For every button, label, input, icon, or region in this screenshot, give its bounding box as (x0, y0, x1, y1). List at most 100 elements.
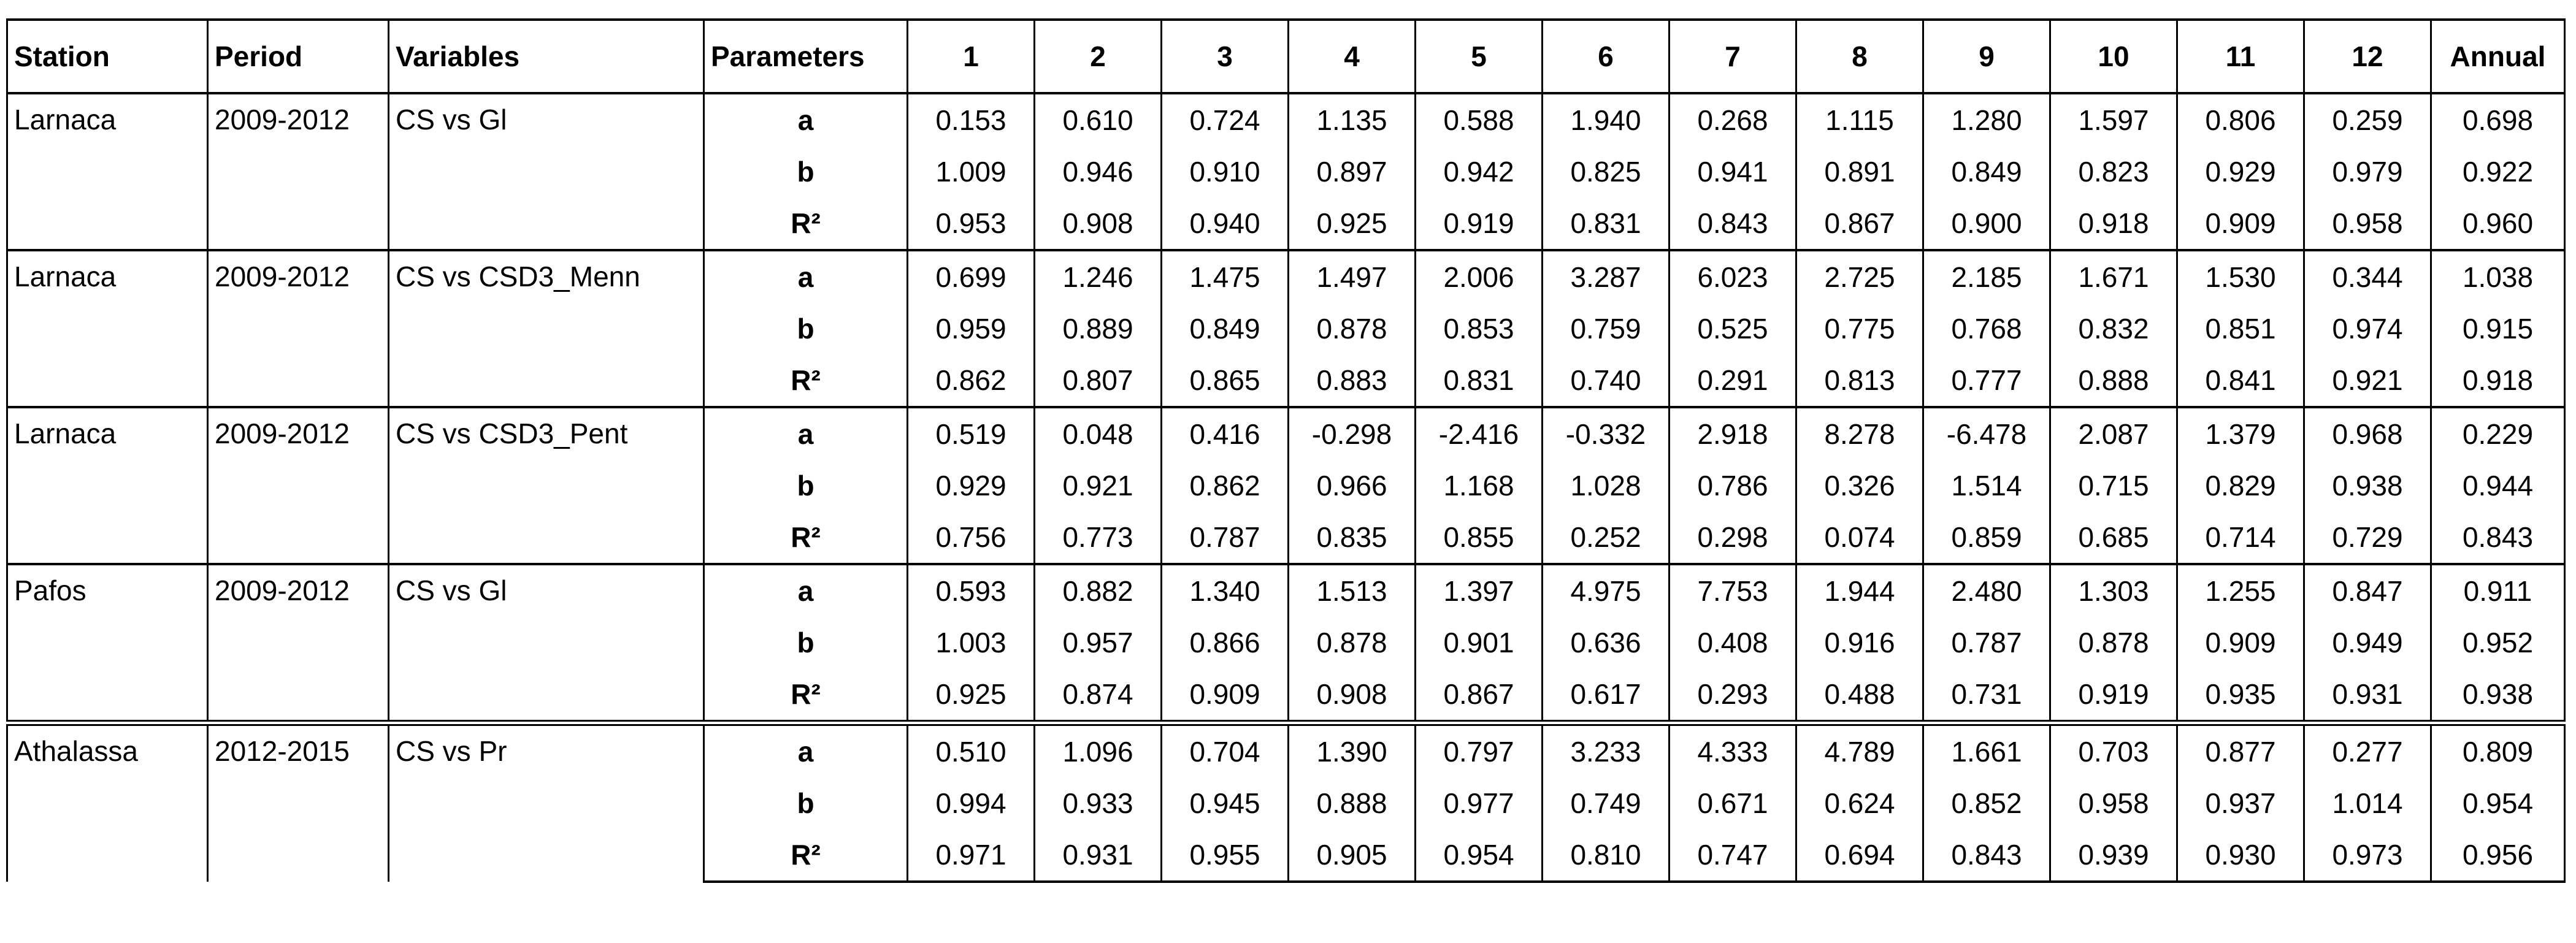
value-cell: 0.889 (1033, 303, 1162, 354)
value-cell: 0.939 (2049, 829, 2178, 883)
header-cell: 3 (1160, 18, 1289, 94)
data-row: b 0.929 0.921 0.862 0.966 1.168 1.028 0.786 0.32… (7, 460, 2566, 511)
value-cell: 1.397 (1414, 563, 1543, 617)
value-cell: 0.829 (2176, 460, 2305, 511)
value-cell: 0.918 (2430, 354, 2566, 408)
header-cell: 8 (1795, 18, 1924, 94)
value-cell: 7.753 (1668, 563, 1797, 617)
value-cell: 0.941 (1668, 146, 1797, 197)
value-cell: 0.229 (2430, 406, 2566, 460)
period-cell: 2009-2012 (207, 406, 389, 564)
value-cell: 0.960 (2430, 197, 2566, 251)
table-body: Larnaca 2009-2012 CS vs Gl a 0.153 0.610 0.724… (6, 92, 2566, 883)
value-cell: 0.624 (1795, 777, 1924, 829)
value-cell: 0.925 (1287, 197, 1416, 251)
data-row: Pafos 2009-2012 CS vs Gl a 0.593 0.882 1.340 1.… (6, 563, 2566, 723)
variables-cell: CS vs Gl (388, 92, 705, 250)
value-cell: 0.704 (1160, 720, 1289, 777)
value-cell: 0.252 (1541, 511, 1670, 565)
value-cell: 1.497 (1287, 249, 1416, 303)
value-cell: 3.287 (1541, 249, 1670, 303)
results-table: Station Period Variables Parameters 1 2 3 4 5 6 7 8… (6, 18, 2566, 883)
value-cell: 0.916 (1795, 617, 1924, 668)
station-cell: Pafos (6, 563, 209, 723)
value-cell: 0.843 (1668, 197, 1797, 251)
value-cell: 0.293 (1668, 668, 1797, 724)
value-cell: 0.930 (2176, 829, 2305, 883)
value-cell: 0.831 (1541, 197, 1670, 251)
value-cell: 0.787 (1160, 511, 1289, 565)
period-cell: 2009-2012 (207, 249, 389, 407)
value-cell: 0.974 (2303, 303, 2432, 354)
value-cell: 1.475 (1160, 249, 1289, 303)
header-cell: 11 (2176, 18, 2305, 94)
header-row: Station Period Variables Parameters 1 2 3 4 5 6 7 8… (6, 18, 2566, 94)
value-cell: 0.933 (1033, 777, 1162, 829)
value-cell: 1.513 (1287, 563, 1416, 617)
value-cell: 0.931 (1033, 829, 1162, 883)
value-cell: 0.922 (2430, 146, 2566, 197)
value-cell: 0.949 (2303, 617, 2432, 668)
value-cell: 0.910 (1160, 146, 1289, 197)
value-cell: 0.259 (2303, 92, 2432, 146)
value-cell: 0.849 (1160, 303, 1289, 354)
data-row: R² 0.953 0.908 0.940 0.925 0.919 0.831 0.843 0.8… (7, 197, 2566, 251)
value-cell: 0.756 (907, 511, 1035, 565)
value-cell: 0.929 (2176, 146, 2305, 197)
value-cell: 4.789 (1795, 720, 1924, 777)
value-cell: 0.897 (1287, 146, 1416, 197)
parameter-cell: b (703, 146, 908, 197)
value-cell: 0.849 (1922, 146, 2051, 197)
data-row: b 1.003 0.957 0.866 0.878 0.901 0.636 0.408 0.91… (7, 617, 2566, 668)
value-cell: 0.759 (1541, 303, 1670, 354)
period-cell: 2009-2012 (207, 563, 389, 723)
value-cell: 0.859 (1922, 511, 2051, 565)
value-cell: 2.006 (1414, 249, 1543, 303)
variables-cell: CS vs CSD3_Menn (388, 249, 705, 407)
header-cell: Parameters (703, 18, 908, 94)
data-row: R² 0.756 0.773 0.787 0.835 0.855 0.252 0.298 0.0… (7, 511, 2566, 565)
value-cell: 2.087 (2049, 406, 2178, 460)
value-cell: -0.298 (1287, 406, 1416, 460)
parameter-cell: R² (703, 354, 908, 408)
value-cell: 1.280 (1922, 92, 2051, 146)
value-cell: 0.671 (1668, 777, 1797, 829)
value-cell: 0.937 (2176, 777, 2305, 829)
value-cell: 0.841 (2176, 354, 2305, 408)
value-cell: 0.957 (1033, 617, 1162, 668)
value-cell: 0.519 (907, 406, 1035, 460)
value-cell: 0.810 (1541, 829, 1670, 883)
value-cell: 0.888 (1287, 777, 1416, 829)
value-cell: 0.777 (1922, 354, 2051, 408)
value-cell: 0.797 (1414, 720, 1543, 777)
value-cell: 0.867 (1414, 668, 1543, 724)
value-cell: 1.597 (2049, 92, 2178, 146)
value-cell: 0.874 (1033, 668, 1162, 724)
value-cell: 0.946 (1033, 146, 1162, 197)
value-cell: 0.908 (1033, 197, 1162, 251)
value-cell: 0.866 (1160, 617, 1289, 668)
value-cell: 0.878 (2049, 617, 2178, 668)
value-cell: 1.514 (1922, 460, 2051, 511)
value-cell: 1.014 (2303, 777, 2432, 829)
value-cell: 0.809 (2430, 720, 2566, 777)
parameter-cell: a (703, 249, 908, 303)
station-cell: Athalassa (6, 720, 209, 882)
period-cell: 2012-2015 (207, 720, 389, 882)
data-row: R² 0.862 0.807 0.865 0.883 0.831 0.740 0.291 0.8… (7, 354, 2566, 408)
value-cell: 0.909 (2176, 617, 2305, 668)
value-cell: 6.023 (1668, 249, 1797, 303)
value-cell: 1.661 (1922, 720, 2051, 777)
value-cell: 0.954 (2430, 777, 2566, 829)
value-cell: 0.921 (1033, 460, 1162, 511)
header-cell: Variables (388, 18, 705, 94)
value-cell: 0.488 (1795, 668, 1924, 724)
header-cell: 4 (1287, 18, 1416, 94)
value-cell: 0.825 (1541, 146, 1670, 197)
header-cell: 9 (1922, 18, 2051, 94)
parameter-cell: b (703, 777, 908, 829)
value-cell: 0.153 (907, 92, 1035, 146)
data-row: Larnaca 2009-2012 CS vs CSD3_Pent a 0.519 0.0… (6, 406, 2566, 564)
parameter-cell: b (703, 460, 908, 511)
